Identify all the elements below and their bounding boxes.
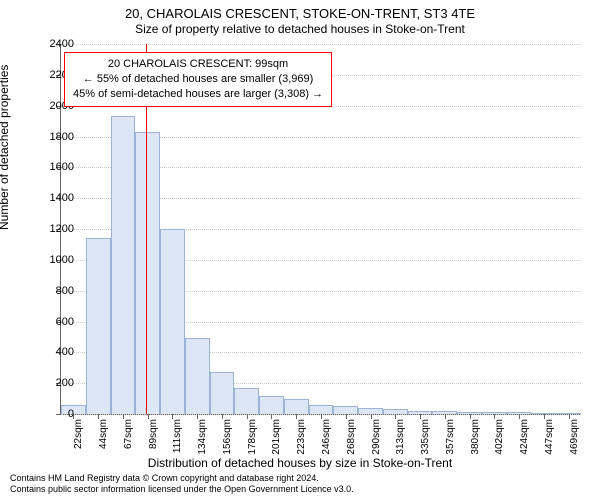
ytick-label: 400 <box>34 346 74 358</box>
histogram-bar <box>185 338 210 414</box>
ytick-label: 1400 <box>34 192 74 204</box>
chart-title-sub: Size of property relative to detached ho… <box>0 22 600 36</box>
histogram-bar <box>86 238 111 414</box>
histogram-bar <box>259 396 284 415</box>
ytick-label: 800 <box>34 285 74 297</box>
x-axis-label: Distribution of detached houses by size … <box>0 456 600 470</box>
ytick-label: 2400 <box>34 38 74 50</box>
ytick-label: 0 <box>34 408 74 420</box>
footer-line-1: Contains HM Land Registry data © Crown c… <box>10 473 354 485</box>
histogram-bar <box>309 405 334 414</box>
callout-line-1: 20 CHAROLAIS CRESCENT: 99sqm <box>73 57 323 72</box>
ytick-label: 1000 <box>34 254 74 266</box>
ytick-label: 1600 <box>34 161 74 173</box>
chart-title-main: 20, CHAROLAIS CRESCENT, STOKE-ON-TRENT, … <box>0 6 600 21</box>
footer-line-2: Contains public sector information licen… <box>10 484 354 496</box>
callout-line-2: ← 55% of detached houses are smaller (3,… <box>73 72 323 87</box>
histogram-bar <box>333 406 358 414</box>
callout-line-3: 45% of semi-detached houses are larger (… <box>73 87 323 102</box>
y-axis-label: Number of detached properties <box>0 65 11 230</box>
histogram-bar <box>135 132 160 414</box>
ytick-label: 600 <box>34 316 74 328</box>
histogram-bar <box>234 388 259 414</box>
histogram-bar <box>284 399 309 414</box>
histogram-bar <box>160 229 185 414</box>
ytick-label: 1800 <box>34 131 74 143</box>
ytick-label: 200 <box>34 377 74 389</box>
footer-attribution: Contains HM Land Registry data © Crown c… <box>10 473 354 496</box>
histogram-bar <box>111 116 136 414</box>
callout-box: 20 CHAROLAIS CRESCENT: 99sqm← 55% of det… <box>64 52 332 107</box>
histogram-bar <box>210 372 235 414</box>
ytick-label: 1200 <box>34 223 74 235</box>
gridline <box>61 44 581 45</box>
